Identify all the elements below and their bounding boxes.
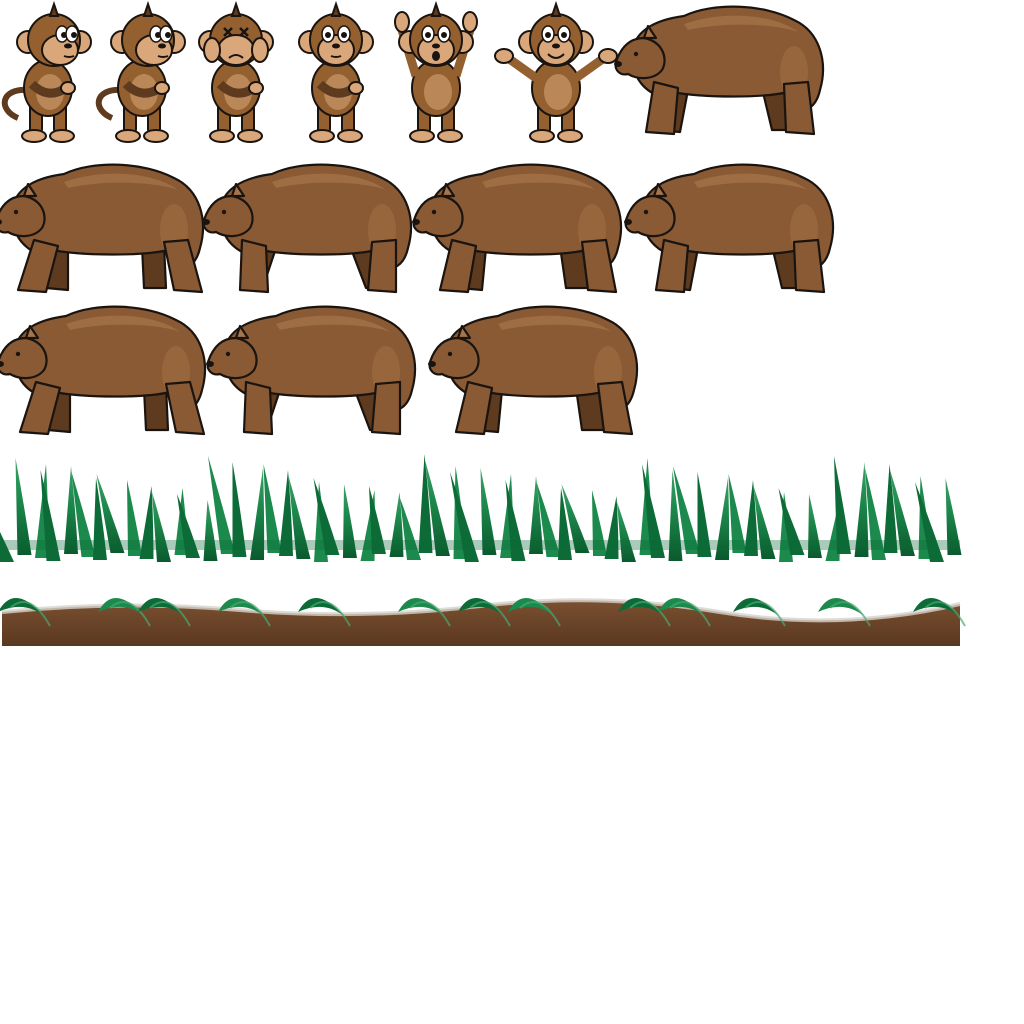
grass-blade [604,496,619,559]
grass-blade [854,462,869,557]
grass-blade [561,484,590,553]
grass-blade [250,468,265,560]
leaf-sprout [138,597,184,616]
grass-blade [389,492,404,557]
monkey-sprite [95,0,186,143]
grass-blade [343,484,357,558]
grass-blade [642,464,665,558]
grass-blade [883,464,898,553]
grass-blade [203,500,218,561]
grass-blade [418,454,433,553]
leaf-sprout [398,597,444,616]
bear-sprite [0,163,204,294]
grass-blade [93,478,107,560]
grass-blade [697,472,712,557]
leaf-sprout [818,597,864,616]
grass-blade [668,470,683,561]
grass-blade [96,474,125,553]
grass-blade [834,456,851,554]
grass-blade [425,460,450,556]
ground-strip-tile [0,597,966,646]
bear-sprite [624,163,834,294]
grass-blade [279,470,293,556]
grass-blade [529,476,543,554]
bear-sprite [412,163,622,294]
grass-blade [177,494,200,558]
grass-strip-tile [0,454,962,562]
leaf-sprout [0,597,44,616]
grass-blade [288,476,311,559]
grass-blade [369,486,386,554]
grass-blade [15,458,32,555]
grass-blade [208,456,235,554]
monkey-sprite [198,0,274,143]
bear-sprite [428,305,638,436]
grass-blade [558,488,572,560]
grass-blade [400,498,421,560]
leaf-sprout [458,597,504,616]
leaf-sprout [618,597,664,616]
grass-blade [127,480,142,556]
grass-blade [945,478,962,555]
grass-blade [753,486,776,559]
leaf-sprout [218,597,264,616]
leaf-sprout [733,597,779,616]
grass-blade [728,474,747,553]
grass-blade [673,466,700,554]
grass-blade [450,472,479,562]
grass-blade [890,470,915,556]
grass-blade [232,462,247,557]
grass-blade [71,472,96,557]
leaf-sprout [658,597,704,616]
leaf-sprout [508,597,554,616]
grass-blade [715,478,730,560]
monkey-sprite [394,0,478,143]
bear-sprite [0,305,206,436]
grass-blade [536,482,561,557]
leaf-sprout [98,597,144,616]
grass-blade [313,478,340,555]
monkey-sprite [494,0,618,143]
leaf-sprout [913,597,959,616]
grass-blade [139,486,154,559]
grass-blade [152,492,171,562]
grass-blade [778,488,805,555]
grass-blade [0,532,14,562]
grass-blade [808,494,822,558]
bear-sprite [206,305,416,436]
grass-blade [617,502,636,562]
monkey-sprite [1,0,92,143]
bear-sprite-rows [0,5,834,436]
bear-sprite [614,5,824,136]
bear-sprite [202,163,412,294]
grass-blade [744,480,758,556]
leaf-sprout [298,597,344,616]
grass-blade [40,470,61,561]
grass-blade [592,490,607,556]
grass-blade [480,468,497,555]
grass-blade [505,480,526,561]
grass-blade [865,468,886,560]
grass-blade [915,482,944,562]
grass-blade [263,464,282,553]
monkey-sprite [298,0,374,143]
grass-blade [64,466,78,554]
monkey-sprite-row [1,0,618,143]
